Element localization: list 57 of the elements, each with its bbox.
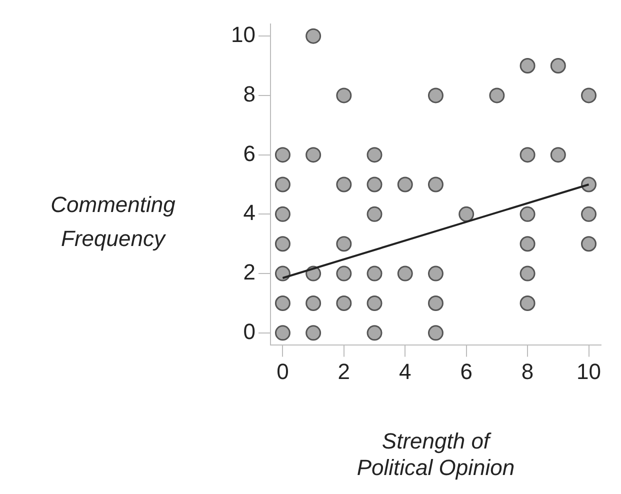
x-tick-label: 8 [521,359,534,384]
point [489,88,505,104]
x-tick-label: 2 [338,359,350,384]
point [336,236,352,252]
x-tick-label: 4 [399,359,412,384]
y-tick-label: 8 [243,82,256,107]
point [520,206,536,222]
point [581,236,597,252]
point [458,206,474,222]
y-tick-label: 0 [243,318,256,344]
point [520,266,536,282]
point [336,295,352,311]
point [550,58,566,74]
point [581,206,597,222]
point [366,176,382,192]
point [366,206,382,222]
point [397,176,413,192]
point [306,295,322,311]
point [336,176,352,192]
x-tick-label: 10 [576,359,601,384]
point [366,295,382,311]
point [366,147,382,163]
y-axis-title: Commenting Frequency [50,191,176,253]
y-tick-label: 4 [243,200,256,226]
x-tick-label: 0 [276,359,289,384]
point [274,206,290,222]
point [366,325,382,341]
x-tick-label: 6 [460,359,472,384]
point [274,266,290,282]
point [336,266,352,282]
point [428,88,444,104]
point [428,266,444,282]
point [306,28,322,44]
y-tick-label: 10 [230,22,256,48]
point [274,147,290,163]
point [306,147,322,163]
point [520,236,536,252]
point [428,176,444,192]
point [581,176,597,192]
point [274,325,290,341]
point [274,295,290,311]
point [336,88,352,104]
point [397,266,413,282]
x-axis-title: Strength of Political Opinion [356,428,515,480]
y-tick-label: 6 [243,140,256,166]
point [428,325,444,341]
point [428,295,444,311]
point [366,266,382,282]
y-tick-label: 2 [243,260,256,285]
point [306,325,322,341]
point [274,236,290,252]
point [581,88,597,104]
point [520,295,536,311]
point [274,176,290,192]
point [550,147,566,163]
point [520,147,536,163]
point [520,58,536,74]
